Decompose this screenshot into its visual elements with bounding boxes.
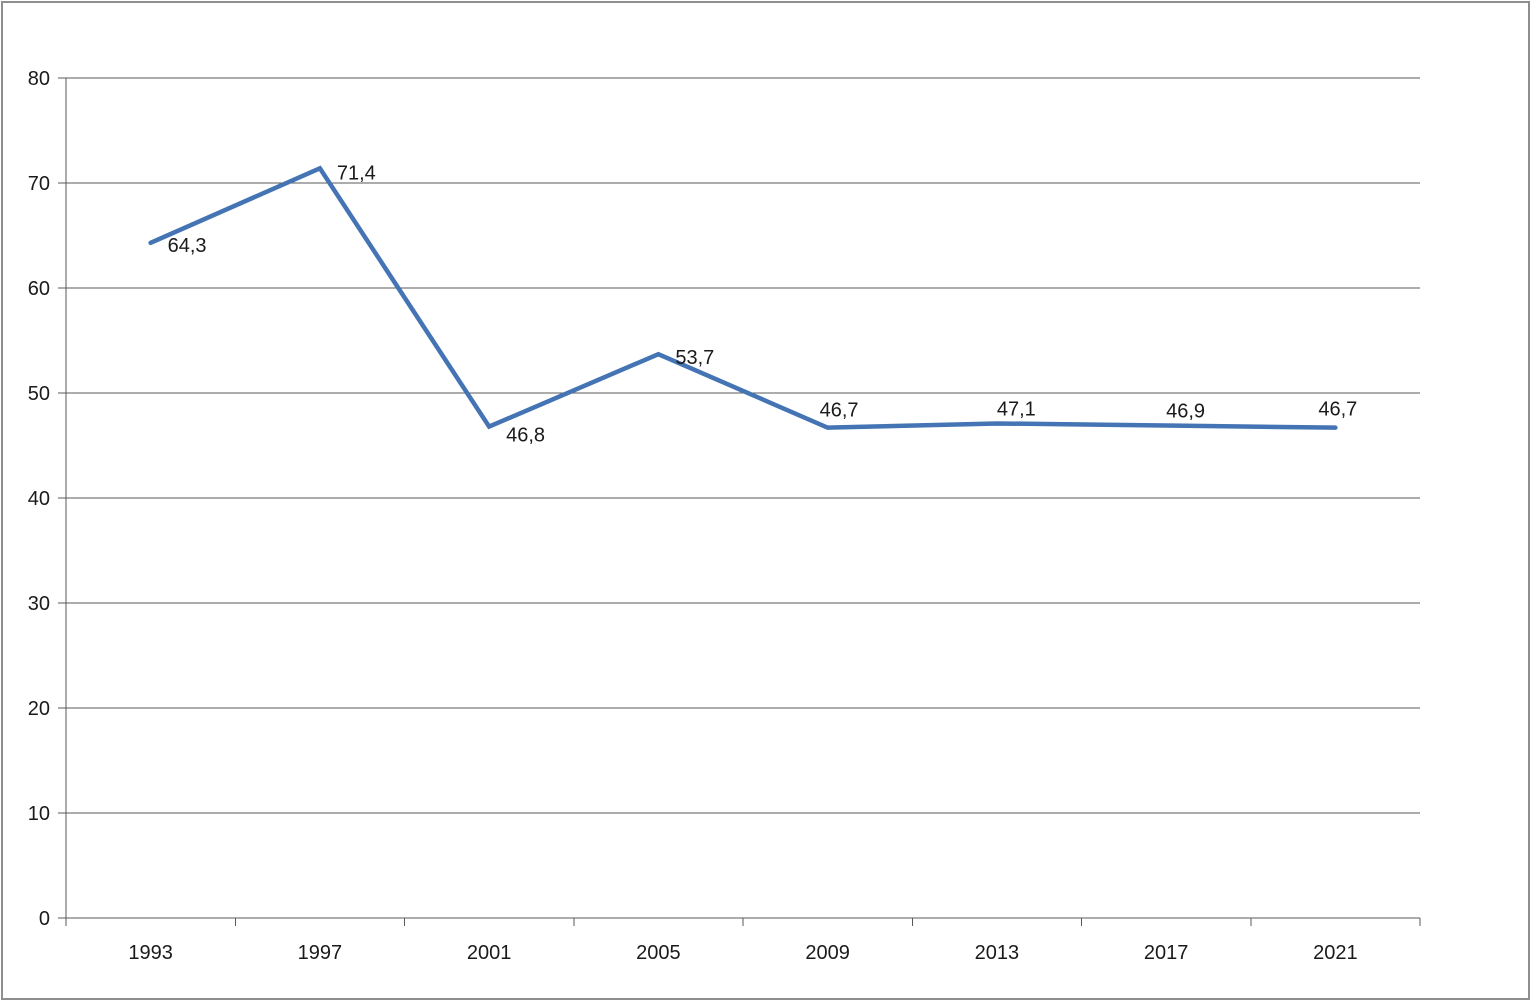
y-tick-label: 30 [28,593,50,615]
x-axis-labels: 1993 1997 2001 2005 2009 2013 2017 2021 [128,942,1357,964]
line-chart: 0 10 20 30 40 50 60 70 80 1993 1997 2001 2005 2009 201… [28,68,1421,964]
data-label: 46,7 [820,400,859,422]
y-tick-label: 80 [28,68,50,90]
x-tick-label: 2005 [636,942,681,964]
data-label: 71,4 [337,162,376,184]
data-label: 47,1 [997,398,1036,420]
x-tick-label: 1993 [128,942,173,964]
data-label: 46,8 [506,425,545,447]
y-tick-label: 70 [28,173,50,195]
x-tick-label: 1997 [298,942,343,964]
data-label: 64,3 [168,235,207,257]
x-tick-label: 2001 [467,942,512,964]
data-labels: 64,3 71,4 46,8 53,7 46,7 47,1 46,9 46,7 [168,162,1358,446]
series-line [148,165,1338,430]
y-tick-label: 0 [39,908,50,930]
axes [65,78,1420,919]
x-tick-label: 2017 [1144,942,1189,964]
x-tick-label: 2009 [805,942,850,964]
y-tick-label: 20 [28,698,50,720]
y-tick-label: 50 [28,383,50,405]
y-tick-label: 60 [28,278,50,300]
y-axis-labels: 0 10 20 30 40 50 60 70 80 [28,68,50,930]
y-tick-label: 40 [28,488,50,510]
data-label: 46,7 [1318,399,1357,421]
data-label: 46,9 [1166,401,1205,423]
x-tick-label: 2013 [975,942,1020,964]
x-tick-label: 2021 [1313,942,1358,964]
y-tick-label: 10 [28,803,50,825]
data-label: 53,7 [675,347,714,369]
axis-ticks [58,77,1421,926]
